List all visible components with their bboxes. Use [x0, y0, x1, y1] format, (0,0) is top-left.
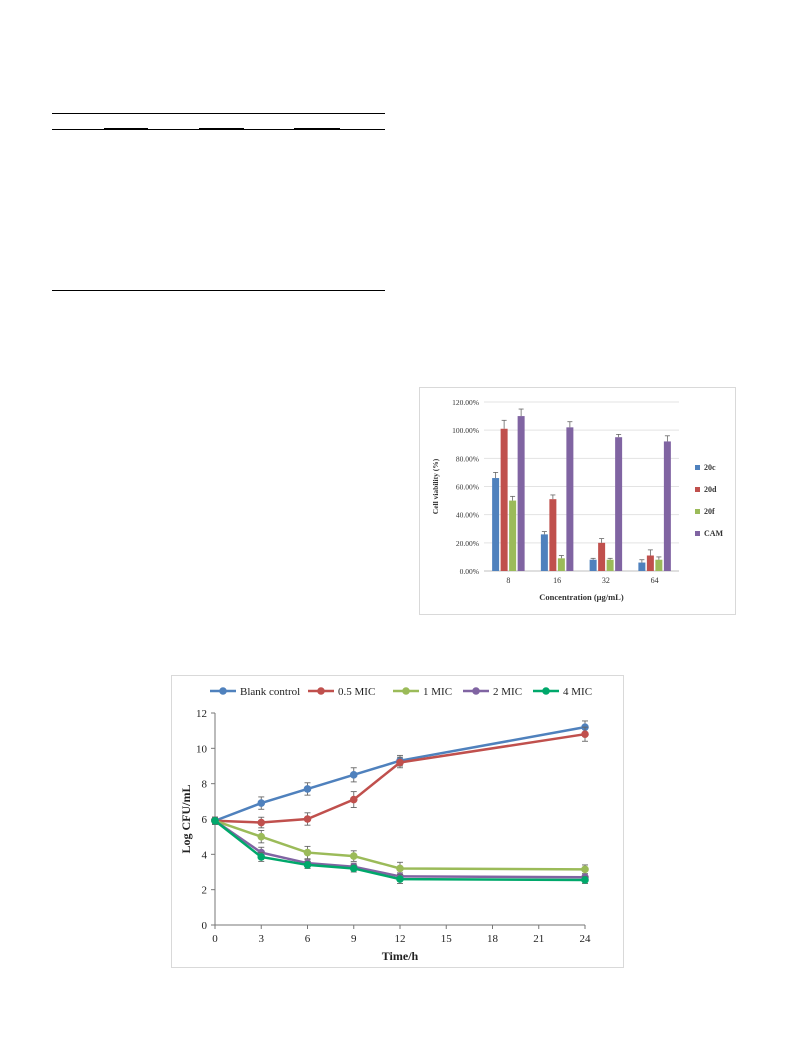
x-tick-label: 8 — [506, 576, 510, 585]
legend-marker-3 — [472, 687, 480, 695]
y-tick-label: 0 — [202, 920, 208, 932]
x-tick-label: 64 — [651, 576, 659, 585]
data-point-1-4 — [396, 758, 404, 767]
data-point-1-3 — [349, 795, 358, 804]
legend-label-2: 1 MIC — [423, 686, 452, 698]
y-tick-label: 6 — [202, 814, 208, 826]
x-axis-title: Time/h — [382, 949, 419, 963]
x-tick-label: 21 — [533, 933, 544, 945]
data-point-0-2 — [303, 785, 312, 793]
data-point-2-4 — [396, 864, 404, 873]
table-subheader-rule-2 — [199, 128, 244, 130]
bar-20c-64 — [638, 562, 646, 571]
legend-marker-4 — [542, 687, 550, 695]
bar-CAM-8 — [517, 416, 525, 571]
bar-CAM-32 — [615, 437, 623, 571]
data-point-2-2 — [303, 848, 312, 857]
table-rules — [0, 0, 793, 300]
series-line-1 — [214, 732, 586, 824]
bar-20d-32 — [598, 542, 606, 571]
y-axis-title: Cell viability (%) — [431, 458, 440, 514]
data-point-1-1 — [257, 818, 266, 827]
data-point-4-0 — [211, 816, 219, 825]
bar-20c-16 — [540, 534, 548, 571]
x-tick-label: 12 — [395, 933, 406, 945]
table-subheader-rule-3 — [294, 128, 340, 130]
y-tick-label: 10 — [196, 743, 208, 755]
series-line-2 — [214, 819, 586, 871]
bar-chart-svg: 0.00% 20.00% 40.00% 60.00% 80.00% 100.00% 120.… — [431, 398, 724, 602]
legend-marker-1 — [317, 687, 325, 695]
legend-swatch-20d — [695, 487, 700, 492]
bar-20f-16 — [557, 558, 565, 571]
y-tick-label: 2 — [202, 885, 208, 897]
y-tick-label: 60.00% — [456, 483, 479, 492]
bar-CAM-16 — [566, 427, 574, 571]
y-tick-label: 80.00% — [456, 454, 479, 463]
series-line-0 — [214, 725, 586, 822]
x-tick-label: 0 — [212, 933, 218, 945]
legend-label-CAM: CAM — [704, 529, 724, 538]
data-point-4-3 — [349, 864, 358, 873]
data-point-1-5 — [581, 730, 589, 738]
legend-label-4: 4 MIC — [563, 686, 592, 698]
table-top-rule — [52, 113, 385, 114]
x-tick-label: 16 — [553, 576, 561, 585]
bar-20c-8 — [492, 478, 500, 571]
legend-swatch-CAM — [695, 531, 700, 536]
x-tick-label: 32 — [602, 576, 610, 585]
y-tick-label: 0.00% — [460, 567, 479, 576]
bar-20f-32 — [606, 559, 614, 571]
x-tick-label: 6 — [305, 933, 311, 945]
y-tick-label: 40.00% — [456, 511, 479, 520]
data-point-0-3 — [349, 771, 358, 779]
data-point-2-1 — [257, 832, 266, 841]
bar-20f-64 — [655, 559, 663, 571]
data-point-2-3 — [349, 852, 358, 860]
y-tick-label: 100.00% — [452, 426, 479, 435]
bar-CAM-64 — [663, 441, 671, 571]
data-point-4-1 — [257, 853, 266, 861]
data-point-0-1 — [257, 799, 266, 807]
y-axis-title: Log CFU/mL — [179, 785, 193, 854]
y-tick-label: 120.00% — [452, 398, 479, 407]
y-tick-label: 8 — [202, 779, 208, 791]
series-line-3 — [214, 819, 586, 879]
legend-label-3: 2 MIC — [493, 686, 522, 698]
x-tick-label: 24 — [580, 933, 592, 945]
data-point-4-4 — [396, 875, 404, 883]
legend-marker-2 — [402, 687, 410, 695]
data-point-1-2 — [303, 815, 312, 823]
legend-label-0: Blank control — [240, 686, 300, 698]
legend-label-20f: 20f — [704, 507, 715, 516]
table-subheader-rule-1 — [104, 128, 148, 130]
legend-swatch-20c — [695, 465, 700, 470]
x-tick-label: 3 — [259, 933, 265, 945]
series-line-4 — [214, 819, 586, 882]
x-tick-label: 9 — [351, 933, 357, 945]
legend-marker-0 — [219, 687, 227, 695]
x-tick-label: 15 — [441, 933, 453, 945]
table-bottom-rule — [52, 290, 385, 291]
y-tick-label: 4 — [202, 849, 208, 861]
y-tick-label: 12 — [196, 708, 207, 720]
data-point-4-2 — [303, 861, 312, 869]
x-tick-label: 18 — [487, 933, 499, 945]
y-tick-label: 20.00% — [456, 539, 479, 548]
bar-20d-16 — [549, 499, 557, 571]
legend-swatch-20f — [695, 509, 700, 514]
data-point-2-5 — [581, 865, 589, 874]
bar-20d-8 — [500, 428, 508, 571]
cell-viability-bar-chart: 0.00% 20.00% 40.00% 60.00% 80.00% 100.00% 120.… — [419, 387, 736, 615]
data-point-4-5 — [581, 876, 589, 884]
time-kill-line-chart: 0 2 4 6 8 10 12 0 3 6 9 12 15 18 21 24 Time/h Log CFU/mL B… — [171, 675, 624, 968]
bar-20d-64 — [646, 555, 654, 571]
legend-label-1: 0.5 MIC — [338, 686, 375, 698]
bar-20c-32 — [589, 559, 597, 571]
x-axis-title: Concentration (μg/mL) — [539, 592, 624, 602]
legend-label-20c: 20c — [704, 463, 716, 472]
legend-label-20d: 20d — [704, 485, 717, 494]
bar-20f-8 — [509, 500, 517, 571]
